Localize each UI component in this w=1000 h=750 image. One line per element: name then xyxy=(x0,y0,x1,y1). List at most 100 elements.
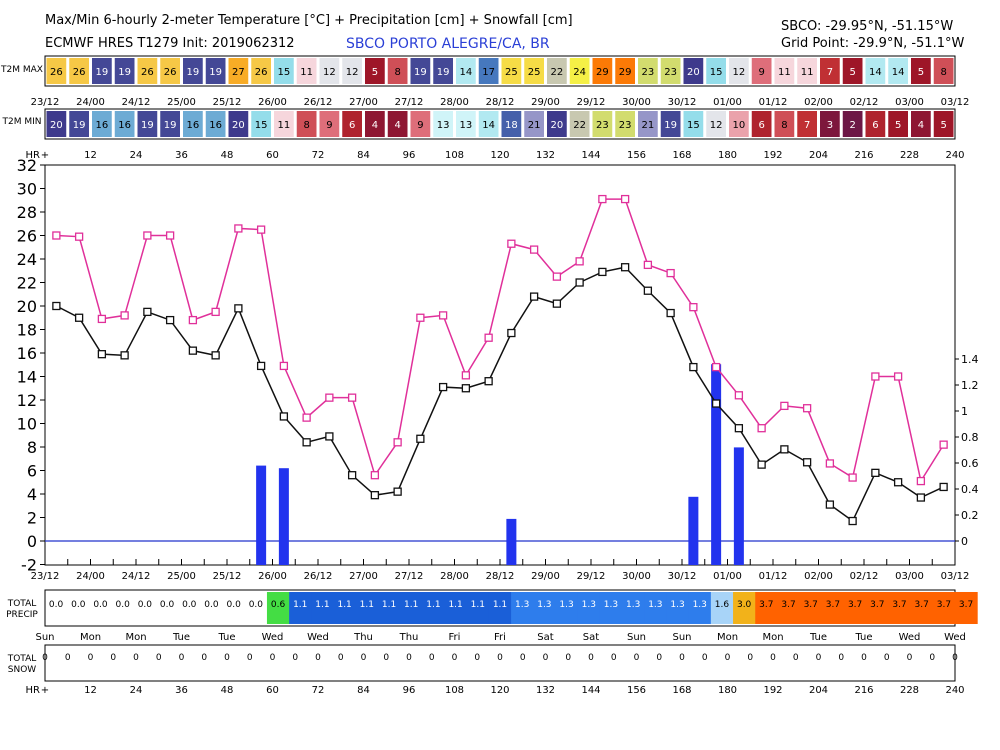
t2m-min-series-point xyxy=(757,460,766,469)
t2m-max-cell xyxy=(92,58,112,84)
y-left-tick-label: 24 xyxy=(17,250,37,269)
date-label-bottom: 26/00 xyxy=(258,571,287,582)
t2m-max-series-point xyxy=(689,303,698,312)
total-precip-value: 3.7 xyxy=(848,600,862,610)
t2m-min-cell xyxy=(592,111,613,137)
date-label-bottom: 24/00 xyxy=(76,571,105,582)
t2m-min-series-point xyxy=(52,301,61,311)
total-snow-value: 0 xyxy=(838,653,844,663)
hr-label-top-value: 60 xyxy=(266,150,279,161)
total-snow-frame xyxy=(44,644,956,682)
total-snow-value: 0 xyxy=(429,653,435,663)
total-precip-cell xyxy=(511,592,534,624)
hr-label-top-value: 204 xyxy=(809,150,828,161)
total-precip-cell xyxy=(866,592,889,624)
t2m-max-value: 29 xyxy=(596,67,609,78)
total-snow-value: 0 xyxy=(884,653,890,663)
total-precip-value: 0.0 xyxy=(226,600,241,610)
total-snow-value: 0 xyxy=(816,653,822,663)
y-right-tick-label: 0.8 xyxy=(961,431,979,444)
hr-label-top-value: 84 xyxy=(357,150,370,161)
total-precip-cell xyxy=(289,592,312,624)
t2m-max-series-point xyxy=(438,311,448,320)
t2m-min-series-point xyxy=(529,292,539,301)
date-label-top: 27/00 xyxy=(349,97,378,108)
t2m-min-series-point xyxy=(689,362,698,372)
t2m-min-cell xyxy=(615,111,635,137)
t2m-max-value: 25 xyxy=(505,67,518,78)
total-precip-cell xyxy=(333,592,357,624)
y-left-tick-label: 28 xyxy=(17,203,37,222)
total-snow-value: 0 xyxy=(543,653,549,663)
total-precip-cell xyxy=(533,592,556,624)
day-label: Fri xyxy=(494,632,506,643)
t2m-max-series-point xyxy=(347,393,357,402)
total-precip-cell xyxy=(644,592,667,624)
t2m-max-value: 22 xyxy=(551,67,564,78)
t2m-min-cell xyxy=(319,111,340,137)
hr-label-bottom-value: 72 xyxy=(312,685,325,696)
total-precip-cell xyxy=(422,592,446,624)
total-precip-value: 1.6 xyxy=(715,600,730,610)
day-label: Wed xyxy=(307,632,329,643)
date-label-top: 25/12 xyxy=(213,97,242,108)
y-right-tick-label: 1.2 xyxy=(961,379,979,392)
t2m-max-value: 8 xyxy=(394,67,400,78)
t2m-max-cell xyxy=(842,58,863,84)
total-snow-value: 0 xyxy=(656,653,662,663)
t2m-max-cell xyxy=(729,58,749,84)
t2m-max-series-point xyxy=(939,440,948,449)
t2m-max-cell xyxy=(547,58,567,84)
date-label-bottom: 28/00 xyxy=(440,571,469,582)
t2m-min-series-point xyxy=(620,263,630,272)
t2m-min-series-point xyxy=(916,493,926,502)
t2m-max-value: 12 xyxy=(346,67,359,78)
total-snow-value: 0 xyxy=(497,653,503,663)
t2m-max-cell xyxy=(592,58,613,84)
total-precip-label: TOTAL xyxy=(7,599,37,609)
t2m-max-value: 26 xyxy=(73,67,86,78)
t2m-max-cell xyxy=(319,58,340,84)
total-precip-value: 1.1 xyxy=(404,600,418,610)
t2m-max-cell xyxy=(433,58,453,84)
total-snow-value: 0 xyxy=(338,653,344,663)
t2m-min-value: 4 xyxy=(372,120,378,131)
total-precip-cell xyxy=(777,592,801,624)
hr-label-top-value: 12 xyxy=(84,150,97,161)
y-left-tick-label: 16 xyxy=(17,344,37,363)
total-snow-label: SNOW xyxy=(8,665,37,675)
t2m-min-value: 23 xyxy=(596,120,609,131)
y-left-tick-label: 12 xyxy=(17,391,37,410)
total-precip-value: 1.1 xyxy=(315,600,329,610)
t2m-min-series-point xyxy=(188,346,198,355)
t2m-min-cell xyxy=(706,111,726,137)
hr-label-top-value: 48 xyxy=(221,150,234,161)
hr-label-bottom-value: 24 xyxy=(130,685,143,696)
t2m-max-cell xyxy=(751,58,772,84)
t2m-max-value: 26 xyxy=(255,67,268,78)
hr-label-bottom-value: + xyxy=(41,685,49,696)
t2m-max-value: 29 xyxy=(619,67,632,78)
t2m-min-value: 16 xyxy=(209,120,222,131)
t2m-min-cell xyxy=(92,111,112,137)
t2m-min-value: 13 xyxy=(437,120,450,131)
date-label-top: 03/00 xyxy=(895,97,924,108)
total-snow-value: 0 xyxy=(361,653,367,663)
t2m-max-value: 11 xyxy=(778,67,791,78)
total-precip-value: 1.3 xyxy=(559,600,573,610)
t2m-max-series-point xyxy=(188,315,198,325)
t2m-max-cell xyxy=(114,58,135,84)
t2m-max-series-point xyxy=(461,371,471,380)
model-init-label: ECMWF HRES T1279 Init: 2019062312 xyxy=(45,36,295,51)
total-snow-value: 0 xyxy=(406,653,412,663)
t2m-max-value: 17 xyxy=(482,67,495,78)
hr-label-bottom-value: 180 xyxy=(718,685,737,696)
t2m-min-value: 8 xyxy=(303,120,309,131)
date-label-bottom: 26/12 xyxy=(304,571,333,582)
total-precip-cell xyxy=(755,592,778,624)
t2m-min-series-point xyxy=(825,500,835,509)
day-label: Mon xyxy=(80,632,101,643)
hr-label-bottom-value: 156 xyxy=(627,685,646,696)
total-precip-value: 0.0 xyxy=(49,600,64,610)
hr-label-top-value: 240 xyxy=(945,150,964,161)
